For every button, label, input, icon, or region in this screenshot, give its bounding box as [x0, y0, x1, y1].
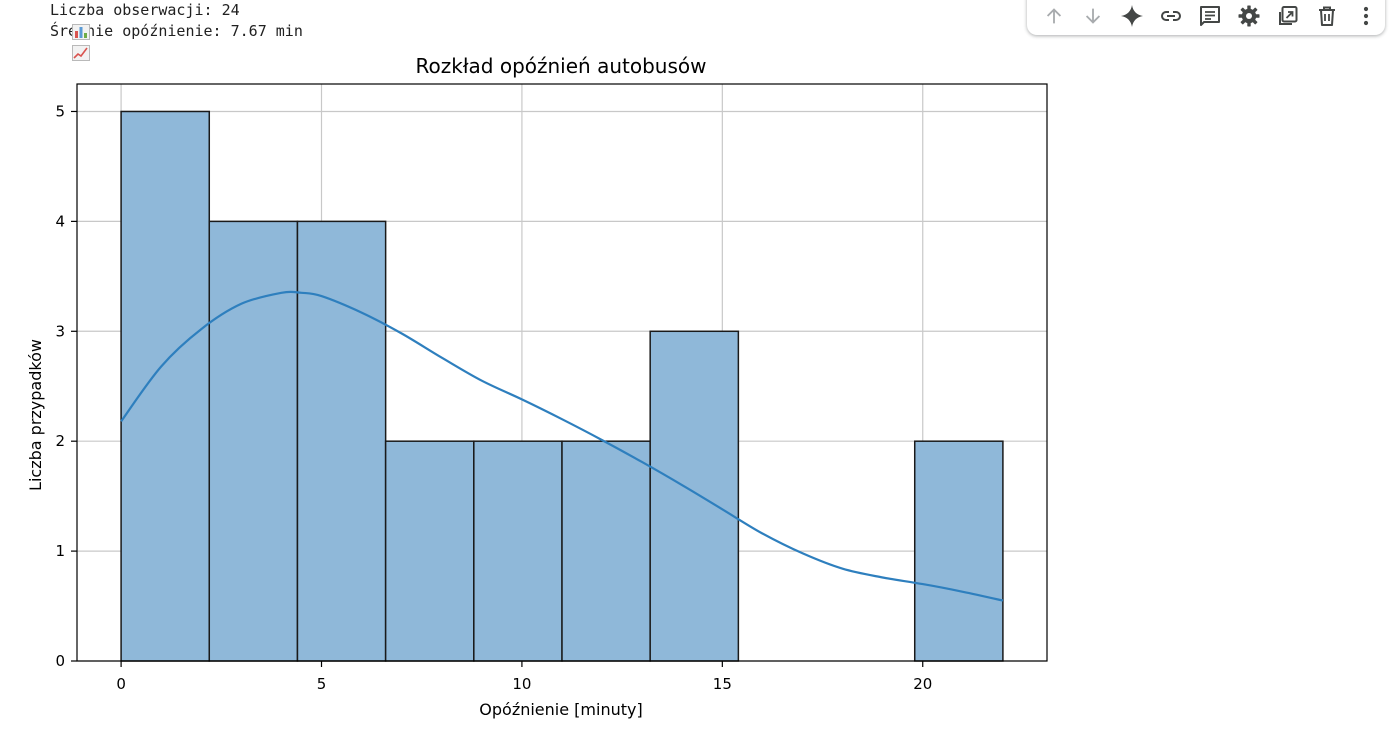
plot-frame	[76, 83, 1048, 662]
mean-delay-text: Średnie opóźnienie: 7.67 min	[50, 22, 303, 40]
move-cell-up-button[interactable]	[1035, 0, 1074, 32]
y-tick-label: 0	[55, 652, 65, 670]
mirror-cell-button[interactable]	[1268, 0, 1307, 32]
x-tick-label: 10	[512, 675, 531, 693]
x-tick-label: 5	[317, 675, 327, 693]
bar-chart-emoji-icon	[18, 3, 91, 40]
kde-curve	[120, 290, 1004, 602]
cell-output: Liczba obserwacji: 24 Średnie opóźnienie…	[18, 0, 303, 61]
cell-settings-button[interactable]	[1229, 0, 1268, 32]
gear-icon	[1238, 5, 1260, 26]
x-tick-label: 15	[713, 675, 732, 693]
histogram-bars	[120, 110, 1004, 662]
chart-title: Rozkład opóźnień autobusów	[416, 54, 707, 78]
link-icon	[1161, 10, 1182, 21]
add-comment-button[interactable]	[1191, 0, 1230, 32]
histogram-bar	[208, 220, 299, 662]
y-tick-label: 5	[55, 102, 65, 120]
histogram-bar	[473, 440, 563, 662]
y-tick-label: 4	[55, 212, 65, 230]
histogram-svg: Rozkład opóźnień autobusów 0 5 10 15 20 0 1 2 3…	[26, 54, 1048, 719]
histogram-bar	[649, 330, 740, 662]
histogram-bar	[913, 440, 1004, 662]
x-tick-label: 0	[116, 675, 126, 693]
copy-link-button[interactable]	[1152, 0, 1191, 32]
gemini-button[interactable]	[1113, 0, 1152, 32]
y-axis-ticks: 0 1 2 3 4 5	[55, 102, 77, 670]
histogram-bar	[296, 220, 387, 662]
arrow-down-icon	[1086, 8, 1101, 24]
delay-histogram-chart: Rozkład opóźnień autobusów 0 5 10 15 20 0 1 2 3…	[0, 40, 1060, 725]
trash-icon	[1318, 6, 1335, 26]
output-line-observations: Liczba obserwacji: 24	[18, 0, 303, 40]
comment-icon	[1200, 5, 1220, 26]
observations-count-text: Liczba obserwacji: 24	[50, 1, 240, 19]
more-actions-button[interactable]	[1346, 0, 1385, 32]
y-tick-label: 1	[55, 542, 65, 560]
sparkle-icon	[1121, 4, 1144, 27]
y-tick-label: 2	[55, 432, 65, 450]
histogram-bar	[120, 110, 211, 662]
more-vert-icon	[1363, 6, 1368, 25]
cell-toolbar	[1027, 0, 1385, 35]
y-axis-label: Liczba przypadków	[26, 339, 45, 491]
x-axis-label: Opóźnienie [minuty]	[479, 700, 642, 719]
x-axis-ticks: 0 5 10 15 20	[116, 661, 932, 693]
x-tick-label: 20	[913, 675, 932, 693]
delete-cell-button[interactable]	[1307, 0, 1346, 32]
y-tick-label: 3	[55, 322, 65, 340]
output-line-mean-delay: Średnie opóźnienie: 7.67 min	[18, 21, 303, 61]
histogram-bar	[384, 440, 475, 662]
trend-chart-emoji-icon	[18, 24, 91, 61]
mirror-tab-icon	[1278, 5, 1298, 25]
arrow-up-icon	[1047, 7, 1062, 23]
move-cell-down-button[interactable]	[1074, 0, 1113, 32]
histogram-bar	[561, 440, 651, 662]
